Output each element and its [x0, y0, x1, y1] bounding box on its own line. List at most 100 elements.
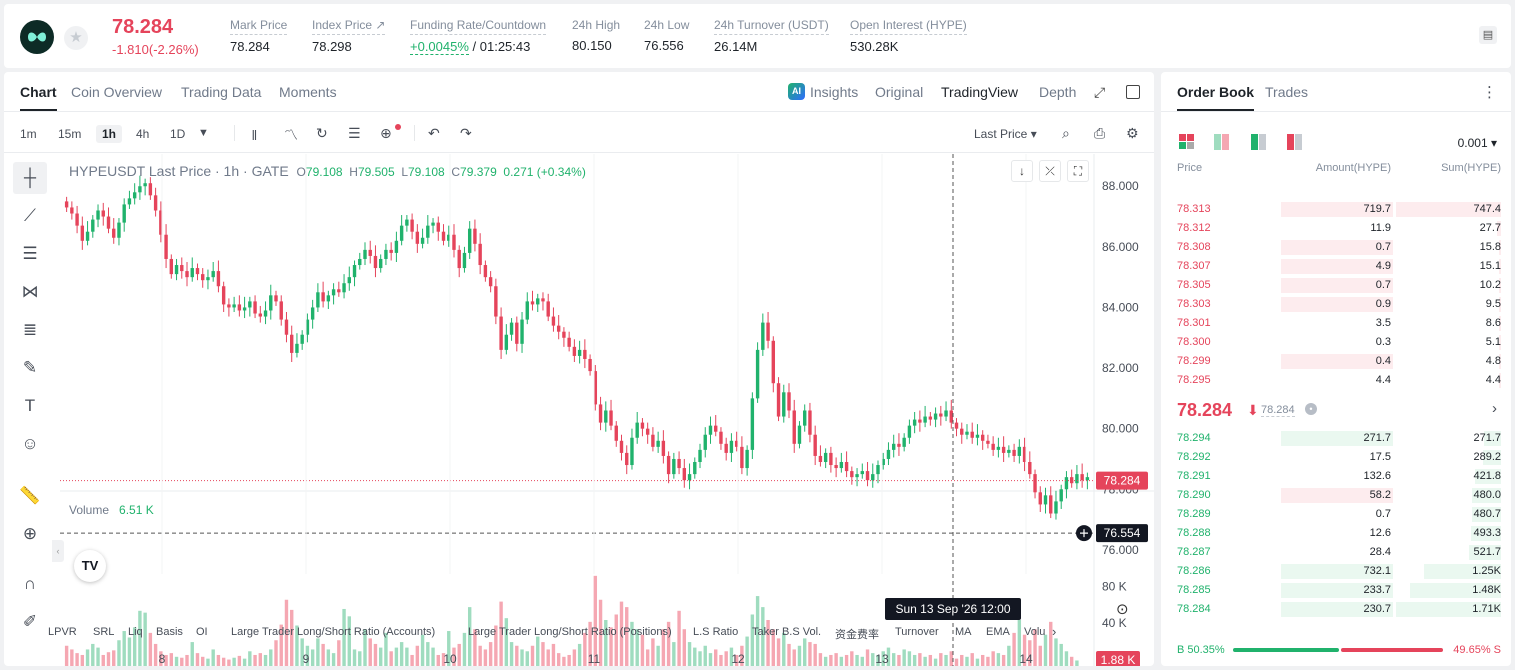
chart-settings-icon[interactable]: ⊙ [1116, 601, 1129, 618]
view-insights[interactable]: Insights [810, 84, 859, 100]
favorite-star-icon[interactable]: ★ [64, 26, 88, 50]
view-depth[interactable]: Depth [1039, 84, 1077, 100]
ask-row[interactable]: 78.312 11.9 27.7 [1161, 219, 1511, 238]
indicator-item[interactable]: MA [955, 626, 972, 638]
ask-row[interactable]: 78.295 4.4 4.4 [1161, 371, 1511, 390]
emoji-tool-icon[interactable]: ☺ [21, 434, 39, 453]
candlestick-chart[interactable]: 88.00086.00084.00082.00080.00078.00076.0… [52, 154, 1154, 666]
chart-canvas[interactable]: 88.00086.00084.00082.00080.00078.00076.0… [60, 154, 1154, 666]
indicator-item[interactable]: LPVR [48, 626, 77, 638]
book-mode-split-icon[interactable] [1214, 134, 1230, 150]
stat-index-price[interactable]: Index Price ↗ 78.298 [312, 18, 386, 54]
bid-row[interactable]: 78.292 17.5 289.2 [1161, 448, 1511, 467]
bid-row[interactable]: 78.284 230.7 1.71K [1161, 600, 1511, 619]
brush-tool-icon[interactable]: ✎ [22, 358, 38, 377]
interval-15m[interactable]: 15m [58, 127, 82, 141]
collapse-icon[interactable]: ⤫ [1039, 160, 1061, 182]
mid-mark-price[interactable]: 78.284 [1261, 404, 1295, 417]
text-tool-icon[interactable]: T [24, 396, 36, 415]
replay-icon[interactable]: ↻ [316, 125, 328, 141]
indicator-item[interactable]: L.S Ratio [693, 626, 739, 638]
indicator-item[interactable]: Liq [128, 626, 143, 638]
chevron-right-icon[interactable]: › [1492, 400, 1497, 417]
funding-rate-value[interactable]: +0.0045% [410, 39, 469, 55]
add-alert-icon[interactable]: ⊕ [380, 125, 392, 141]
tab-coin-overview[interactable]: Coin Overview [71, 84, 163, 100]
trend-line-tool-icon[interactable]: ⟋ [24, 206, 36, 225]
ask-row[interactable]: 78.299 0.4 4.8 [1161, 352, 1511, 371]
bid-row[interactable]: 78.285 233.7 1.48K [1161, 581, 1511, 600]
tab-order-book[interactable]: Order Book [1177, 84, 1255, 111]
stat-mark-price[interactable]: Mark Price 78.284 [230, 18, 288, 54]
bid-row[interactable]: 78.288 12.6 493.3 [1161, 524, 1511, 543]
ask-row[interactable]: 78.313 719.7 747.4 [1161, 200, 1511, 219]
gear-icon[interactable]: ⚙ [1126, 125, 1139, 141]
ruler-tool-icon[interactable]: 📏 [19, 486, 41, 505]
interval-4h[interactable]: 4h [136, 127, 150, 141]
fullscreen-icon[interactable]: ⛶ [1067, 160, 1089, 182]
indicator-item[interactable]: Turnover [895, 626, 939, 638]
more-options-icon[interactable]: ⋮ [1482, 84, 1497, 101]
pen-edit-tool-icon[interactable]: ✐ [22, 612, 38, 631]
interval-1d[interactable]: 1D [170, 127, 186, 141]
indicator-item[interactable]: EMA [986, 626, 1010, 638]
indicator-item[interactable]: Basis [156, 626, 183, 638]
book-mode-bids-icon[interactable] [1251, 134, 1267, 150]
fib-tool-icon[interactable]: ≣ [22, 320, 38, 339]
indicator-item[interactable]: 资金费率 [835, 629, 879, 641]
indicator-item[interactable]: Volu [1024, 626, 1046, 638]
precision-select[interactable]: 0.001 ▾ [1457, 136, 1497, 150]
indicator-item[interactable]: Large Trader Long/Short Ratio (Positions… [468, 626, 672, 638]
ask-row[interactable]: 78.307 4.9 15.1 [1161, 257, 1511, 276]
expand-icon[interactable]: ⤢ [1094, 84, 1106, 100]
undo-icon[interactable]: ↶ [428, 125, 440, 141]
bid-row[interactable]: 78.287 28.4 521.7 [1161, 543, 1511, 562]
ask-row[interactable]: 78.308 0.7 15.8 [1161, 238, 1511, 257]
bid-row[interactable]: 78.290 58.2 480.0 [1161, 486, 1511, 505]
indicator-item[interactable]: Taker B.S Vol. [752, 626, 822, 638]
ask-row[interactable]: 78.305 0.7 10.2 [1161, 276, 1511, 295]
candle-type-icon[interactable]: 𝍪 [252, 127, 257, 143]
tab-chart[interactable]: Chart [20, 84, 57, 111]
indicator-scroll-right-icon[interactable]: › [1052, 624, 1057, 639]
indicator-item[interactable]: SRL [93, 626, 115, 638]
bid-row[interactable]: 78.286 732.1 1.25K [1161, 562, 1511, 581]
camera-icon[interactable]: ⎙ [1094, 125, 1106, 141]
indicator-item[interactable]: OI [196, 626, 208, 638]
stat-24h-turnover[interactable]: 24h Turnover (USDT) 26.14M [714, 18, 829, 54]
interval-1m[interactable]: 1m [20, 127, 37, 141]
bid-row[interactable]: 78.294 271.7 271.7 [1161, 429, 1511, 448]
search-icon[interactable]: ⌕ [1062, 125, 1070, 141]
view-original[interactable]: Original [875, 84, 924, 100]
tab-trading-data[interactable]: Trading Data [181, 84, 262, 100]
redo-icon[interactable]: ↷ [460, 125, 472, 141]
price-type-select[interactable]: Last Price ▾ [974, 127, 1037, 141]
horizontal-lines-tool-icon[interactable]: ☰ [22, 244, 38, 263]
zoom-tool-icon[interactable]: ⊕ [22, 524, 38, 543]
stat-open-interest[interactable]: Open Interest (HYPE) 530.28K [850, 18, 967, 54]
book-mode-both-icon[interactable] [1179, 134, 1195, 150]
collapse-sidebar-icon[interactable]: ‹ [52, 540, 64, 562]
stat-funding-rate[interactable]: Funding Rate/Countdown +0.0045% / 01:25:… [410, 18, 547, 55]
bid-row[interactable]: 78.291 132.6 421.8 [1161, 467, 1511, 486]
crosshair-tool-icon[interactable]: ┼ [13, 162, 47, 194]
popout-window-icon[interactable] [1126, 85, 1140, 99]
ask-row[interactable]: 78.301 3.5 8.6 [1161, 314, 1511, 333]
tradingview-logo-icon[interactable]: TV [74, 550, 106, 582]
ask-row[interactable]: 78.300 0.3 5.1 [1161, 333, 1511, 352]
magnet-tool-icon[interactable]: ∩ [23, 574, 37, 593]
ask-row[interactable]: 78.303 0.9 9.5 [1161, 295, 1511, 314]
indicators-icon[interactable]: 〽 [284, 127, 298, 143]
book-mode-asks-icon[interactable] [1287, 134, 1303, 150]
tab-trades[interactable]: Trades [1265, 84, 1309, 100]
interval-1h[interactable]: 1h [96, 125, 123, 143]
bid-row[interactable]: 78.289 0.7 480.7 [1161, 505, 1511, 524]
templates-icon[interactable]: ☰ [348, 125, 361, 141]
view-tradingview[interactable]: TradingView [941, 84, 1019, 100]
book-icon[interactable]: ▤ [1479, 26, 1497, 44]
scroll-down-icon[interactable]: ↓ [1011, 160, 1033, 182]
pattern-tool-icon[interactable]: ⋈ [21, 282, 39, 301]
interval-dropdown-icon[interactable]: ▼ [198, 127, 209, 139]
tab-moments[interactable]: Moments [279, 84, 337, 100]
indicator-item[interactable]: Large Trader Long/Short Ratio (Accounts) [231, 626, 436, 638]
